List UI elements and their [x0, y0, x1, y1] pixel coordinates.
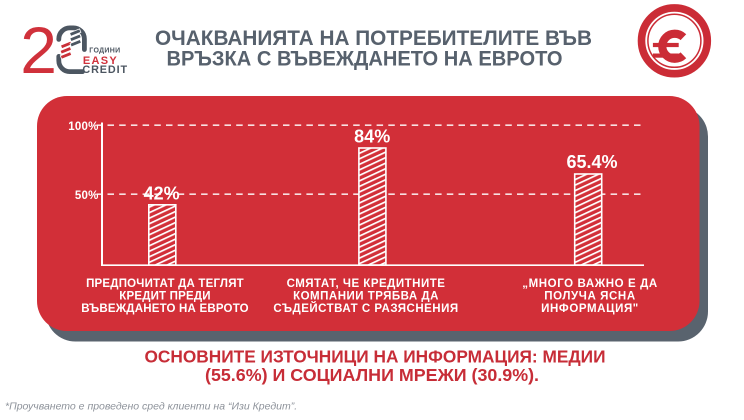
svg-text:ОСНОВНИТЕ ИЗТОЧНИЦИ НА ИНФОРМА: ОСНОВНИТЕ ИЗТОЧНИЦИ НА ИНФОРМАЦИЯ: МЕДИИ [145, 347, 606, 367]
svg-text:2: 2 [20, 13, 57, 87]
svg-text:КРЕДИТ ПРЕДИ: КРЕДИТ ПРЕДИ [119, 291, 211, 303]
svg-text:(55.6%) И СОЦИАЛНИ МРЕЖИ (30.9: (55.6%) И СОЦИАЛНИ МРЕЖИ (30.9%). [205, 365, 539, 385]
svg-text:84%: 84% [354, 127, 390, 147]
svg-text:„МНОГО ВАЖНО Е ДА: „МНОГО ВАЖНО Е ДА [522, 278, 658, 290]
svg-text:ПРЕДПОЧИТАТ ДА ТЕГЛЯТ: ПРЕДПОЧИТАТ ДА ТЕГЛЯТ [86, 278, 244, 290]
svg-text:ПОЛУЧА ЯСНА: ПОЛУЧА ЯСНА [544, 291, 636, 303]
svg-text:ИНФОРМАЦИЯ": ИНФОРМАЦИЯ" [541, 303, 639, 315]
svg-text:СМЯТАТ, ЧЕ КРЕДИТНИТЕ: СМЯТАТ, ЧЕ КРЕДИТНИТЕ [287, 278, 446, 290]
svg-text:ВРЪЗКА С ВЪВЕЖДАНЕТО НА ЕВРОТО: ВРЪЗКА С ВЪВЕЖДАНЕТО НА ЕВРОТО [167, 48, 563, 71]
svg-text:50%: 50% [75, 190, 99, 202]
svg-text:100%: 100% [68, 121, 98, 133]
svg-text:*Проучването е проведено сред: *Проучването е проведено сред клиенти на… [5, 400, 297, 412]
svg-text:ОЧАКВАНИЯТА НА ПОТРЕБИТЕЛИТЕ В: ОЧАКВАНИЯТА НА ПОТРЕБИТЕЛИТЕ ВЪВ [155, 27, 592, 50]
svg-text:ГОДИНИ: ГОДИНИ [89, 47, 120, 54]
svg-text:КОМПАНИИ ТРЯБВА ДА: КОМПАНИИ ТРЯБВА ДА [293, 291, 439, 303]
svg-text:65.4%: 65.4% [566, 152, 617, 172]
svg-text:CREDIT: CREDIT [82, 64, 128, 76]
svg-text:EASY: EASY [83, 55, 118, 67]
svg-text:42%: 42% [144, 184, 180, 204]
svg-text:ВЪВЕЖДАНЕТО НА ЕВРОТО: ВЪВЕЖДАНЕТО НА ЕВРОТО [81, 303, 249, 315]
svg-text:СЪДЕЙСТВАТ С РАЗЯСНЕНИЯ: СЪДЕЙСТВАТ С РАЗЯСНЕНИЯ [273, 302, 458, 315]
